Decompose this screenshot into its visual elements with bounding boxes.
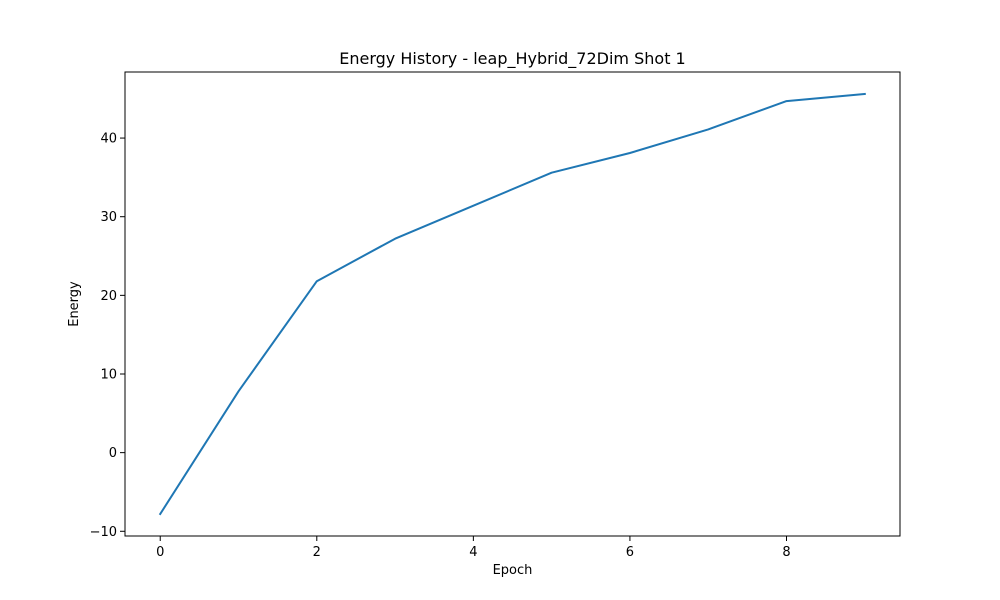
y-tick-label: 30 [100,210,117,225]
chart-title: Energy History - leap_Hybrid_72Dim Shot … [339,49,685,69]
x-axis: 0 2 4 6 8 [156,536,791,560]
x-tick-label: 0 [156,545,164,560]
y-axis-label: Energy [67,281,82,327]
x-tick-label: 2 [313,545,321,560]
y-tick-label: −10 [90,525,117,540]
plot-frame [124,71,901,537]
y-tick-label: 20 [100,289,117,304]
x-tick-label: 6 [626,545,634,560]
y-axis: −10 0 10 20 30 40 [90,132,125,540]
plot-area [158,92,866,516]
series-line [158,92,866,516]
y-tick-label: 10 [100,367,117,382]
x-axis-label: Epoch [493,563,533,578]
y-tick-label: 40 [100,132,117,147]
x-tick-label: 8 [782,545,790,560]
y-tick-label: 0 [109,446,117,461]
x-tick-label: 4 [469,545,477,560]
